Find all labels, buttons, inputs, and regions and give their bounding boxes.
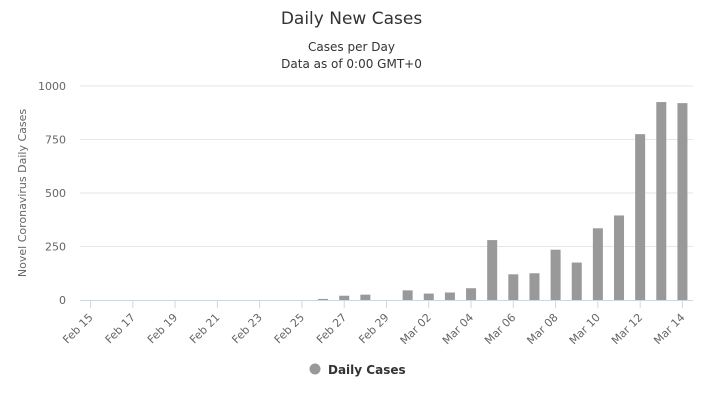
- x-axis-labels: Feb 15 Feb 17 Feb 19 Feb 21 Feb 23 Feb 25 Feb …: [60, 311, 687, 347]
- bar[interactable]: [339, 295, 350, 300]
- legend[interactable]: Daily Cases: [309, 363, 406, 377]
- y-tick-label: 250: [45, 241, 66, 254]
- bar[interactable]: [487, 240, 498, 300]
- x-tick-label: Feb 27: [314, 311, 349, 346]
- x-tick-label: Mar 10: [567, 311, 603, 347]
- x-tick-label: Feb 15: [60, 311, 95, 346]
- x-tick-label: Feb 21: [187, 311, 222, 346]
- gridlines: [80, 85, 693, 247]
- x-tick-label: Feb 19: [145, 311, 180, 346]
- legend-label[interactable]: Daily Cases: [328, 363, 406, 377]
- chart-subtitle-line-1: Cases per Day: [308, 40, 395, 54]
- y-axis-labels: 0 250 500 750 1000: [38, 80, 66, 307]
- x-tick-label: Feb 29: [356, 311, 391, 346]
- x-tick-label: Mar 02: [398, 311, 434, 347]
- bar[interactable]: [529, 273, 540, 300]
- x-tick-label: Mar 04: [440, 311, 476, 347]
- y-tick-label: 1000: [38, 80, 66, 93]
- bar[interactable]: [656, 102, 667, 300]
- y-tick-label: 500: [45, 187, 66, 200]
- bars: [318, 102, 688, 301]
- y-axis-title: Novel Coronavirus Daily Cases: [16, 109, 29, 277]
- bar[interactable]: [592, 228, 603, 300]
- bar[interactable]: [677, 103, 688, 301]
- x-tick-label: Mar 08: [524, 311, 560, 347]
- bar[interactable]: [508, 274, 519, 300]
- x-tick-label: Feb 23: [229, 311, 264, 346]
- bar[interactable]: [571, 262, 582, 300]
- bar[interactable]: [614, 215, 625, 300]
- y-tick-label: 0: [59, 294, 66, 307]
- bar[interactable]: [466, 288, 477, 300]
- x-tick-label: Feb 25: [272, 311, 307, 346]
- bar[interactable]: [318, 298, 329, 300]
- chart-title: Daily New Cases: [281, 9, 423, 29]
- bar[interactable]: [423, 293, 434, 300]
- x-axis: [80, 300, 693, 308]
- x-tick-label: Mar 12: [609, 311, 645, 347]
- bar[interactable]: [360, 294, 371, 300]
- x-tick-label: Mar 06: [482, 311, 518, 347]
- bar[interactable]: [550, 249, 561, 300]
- x-tick-label: Mar 14: [651, 311, 687, 347]
- y-tick-label: 750: [45, 134, 66, 147]
- x-tick-label: Feb 17: [103, 311, 138, 346]
- chart-subtitle-line-2: Data as of 0:00 GMT+0: [281, 57, 422, 71]
- bar[interactable]: [402, 290, 413, 300]
- bar[interactable]: [635, 134, 646, 300]
- bar[interactable]: [444, 292, 455, 300]
- legend-marker: [309, 363, 321, 375]
